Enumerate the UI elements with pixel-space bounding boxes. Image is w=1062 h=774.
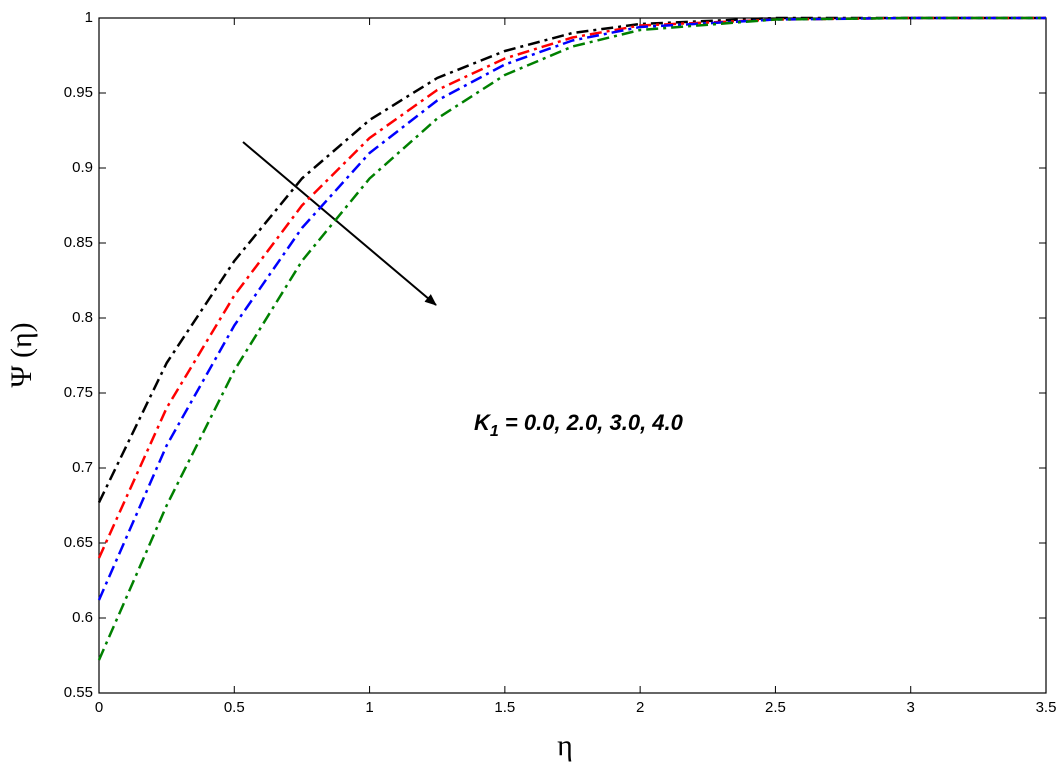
x-tick-label: 3	[907, 699, 915, 716]
x-tick-label: 2.5	[765, 699, 786, 716]
y-tick-label: 0.7	[72, 459, 93, 476]
annotation: K1 = 0.0, 2.0, 3.0, 4.0	[474, 410, 684, 440]
series-line	[97, 16, 1046, 559]
plot-frame	[98, 17, 1047, 694]
x-tick-label: 0	[95, 699, 103, 716]
y-tick-label: 0.85	[64, 234, 93, 251]
y-tick-label: 0.55	[64, 684, 93, 701]
y-tick-label: 0.95	[64, 84, 93, 101]
annotation-text: = 0.0, 2.0, 3.0, 4.0	[499, 410, 684, 435]
x-tick-label: 1.5	[494, 699, 515, 716]
y-axis-label: Ψ (η)	[5, 322, 38, 387]
annotation-symbol: K	[474, 410, 492, 435]
x-tick-label: 3.5	[1036, 699, 1057, 716]
series-line	[97, 16, 1046, 661]
y-tick-label: 0.9	[72, 159, 93, 176]
x-tick-label: 2	[636, 699, 644, 716]
y-tick-label: 0.6	[72, 609, 93, 626]
x-tick-label: 1	[365, 699, 373, 716]
y-tick-label: 0.8	[72, 309, 93, 326]
x-tick-label: 0.5	[224, 699, 245, 716]
series-line	[97, 16, 1046, 601]
y-tick-label: 0.75	[64, 384, 93, 401]
series-line	[97, 16, 1046, 504]
trend-arrow	[242, 141, 437, 306]
y-tick-label: 1	[85, 9, 93, 26]
y-tick-label: 0.65	[64, 534, 93, 551]
x-axis-label: η	[557, 729, 573, 762]
annotation-subscript: 1	[490, 423, 499, 440]
